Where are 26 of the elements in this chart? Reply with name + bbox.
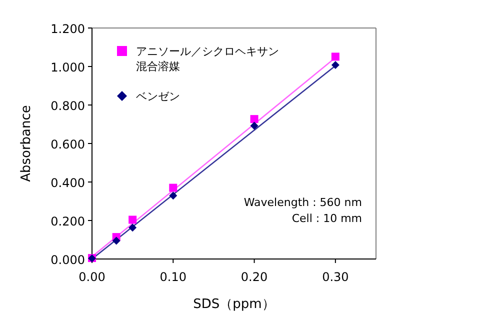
point	[169, 192, 178, 200]
y-axis-title: Absorbance	[19, 105, 34, 182]
annotation: Wavelength : 560 nm	[244, 196, 362, 209]
point	[250, 122, 258, 130]
legend-label: ベンゼン	[136, 90, 180, 103]
point	[331, 60, 340, 69]
x-tick-label: 0.30	[322, 270, 349, 284]
point	[128, 216, 137, 224]
point	[250, 115, 258, 124]
y-tick-label: 1.000	[50, 60, 85, 74]
point	[128, 224, 137, 232]
point	[169, 184, 178, 192]
x-tick-label: 0.00	[78, 270, 106, 284]
y-tick-label: 0.400	[50, 176, 85, 190]
y-tick-label: 1.200	[50, 22, 85, 36]
point	[331, 52, 340, 61]
y-tick-label: 0.200	[50, 214, 85, 228]
legend-label: アニソール／シクロヘキサン混合溶媒	[136, 45, 279, 73]
annotation: Cell : 10 mm	[292, 212, 362, 225]
x-axis-title: SDS（ppm）	[193, 297, 275, 312]
point	[112, 236, 120, 245]
y-tick-label: 0.800	[50, 99, 85, 113]
x-tick-label: 0.10	[160, 270, 186, 284]
x-tick-label: 0.20	[240, 270, 268, 284]
y-tick-label: 0.600	[50, 138, 85, 152]
y-tick-label: 0.000	[50, 253, 85, 267]
